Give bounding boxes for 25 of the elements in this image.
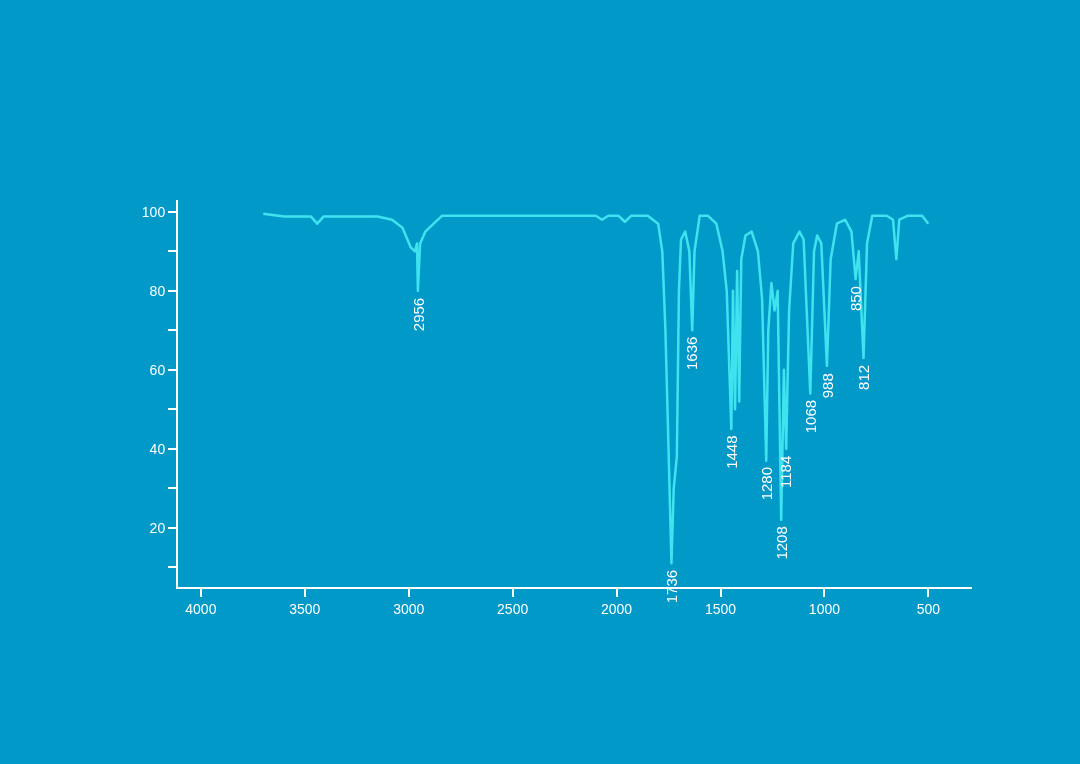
x-tick-label: 3500 (289, 600, 321, 617)
y-tick-label: 40 (149, 440, 166, 457)
x-tick-label: 1000 (808, 600, 841, 617)
x-tick-label: 2500 (497, 600, 529, 617)
x-tick-label: 3000 (393, 600, 425, 617)
x-tick-label: 4000 (185, 600, 217, 617)
annotation: 1448 (722, 435, 740, 469)
y-tick-label: 20 (149, 519, 166, 536)
line-series (261, 212, 930, 565)
annotation: 850 (847, 286, 865, 312)
annotation: 2956 (409, 297, 427, 332)
annotation: 1208 (772, 526, 790, 560)
x-tick-label: 1500 (704, 600, 737, 617)
y-tick-label: 60 (149, 361, 166, 378)
annotation: 1280 (758, 466, 776, 501)
annotation: 812 (855, 364, 873, 390)
annotation: 1068 (802, 399, 820, 434)
y-tick-label: 100 (141, 203, 166, 220)
x-tick-label: 2000 (600, 600, 633, 617)
y-tick-label: 80 (149, 282, 166, 299)
x-tick-label: 500 (916, 600, 941, 617)
annotation: 988 (818, 373, 836, 399)
annotation: 1184 (777, 455, 795, 488)
annotation: 1636 (683, 336, 701, 371)
annotation: 1736 (662, 569, 680, 604)
